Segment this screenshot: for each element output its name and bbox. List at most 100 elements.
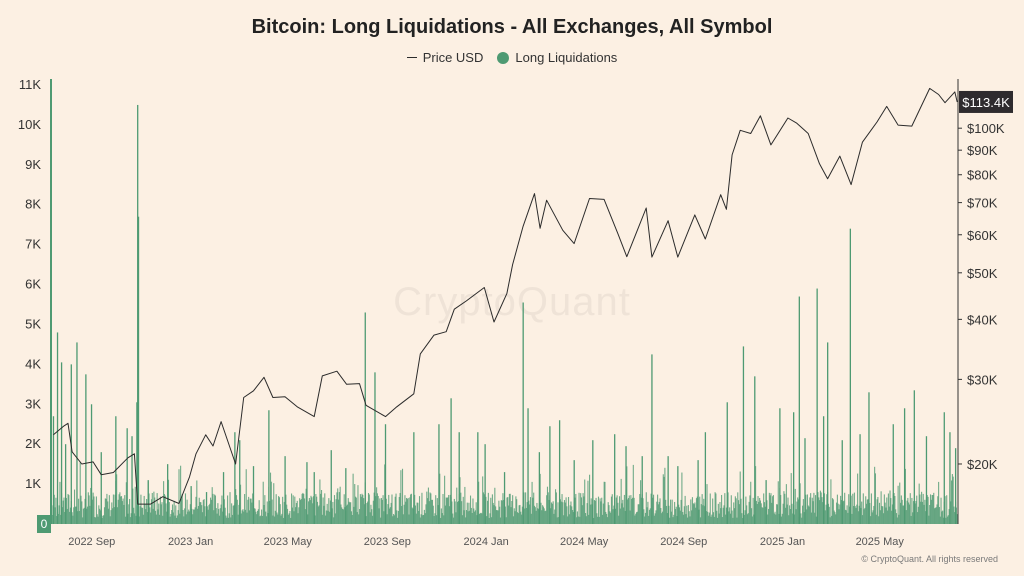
liquidation-bar (146, 512, 148, 524)
liquidation-bar (453, 498, 455, 524)
legend-item-price[interactable]: Price USD (406, 50, 483, 65)
liquidation-bar (815, 516, 817, 524)
liquidation-bar (669, 517, 671, 524)
liquidation-bar (437, 505, 439, 524)
liquidation-bar (925, 511, 927, 524)
liquidation-bar (282, 517, 285, 524)
liquidation-bar (827, 342, 829, 524)
liquidation-bar (659, 498, 661, 524)
liquidation-bar (278, 496, 280, 524)
liquidation-bar (88, 495, 90, 524)
liquidation-bar (440, 508, 442, 524)
liquidation-bar (146, 499, 148, 524)
right-tick-label: $50K (967, 266, 998, 281)
liquidation-bar (838, 509, 840, 524)
liquidation-bar (409, 497, 411, 524)
liquidation-bar (844, 492, 846, 524)
liquidation-bar (217, 503, 219, 524)
liquidation-bar (339, 486, 341, 524)
liquidation-bar (462, 496, 464, 524)
liquidation-bar (634, 515, 636, 524)
liquidation-bar (127, 513, 129, 524)
liquidation-bar (734, 496, 736, 524)
liquidation-bar (257, 510, 259, 524)
liquidation-bar (69, 511, 71, 524)
liquidation-bar (491, 517, 493, 524)
liquidation-bar (835, 514, 837, 524)
liquidation-bar (865, 496, 867, 524)
liquidation-bar (888, 506, 890, 524)
liquidation-bar (276, 512, 278, 524)
liquidation-bar (438, 424, 440, 524)
liquidation-bar (797, 497, 799, 524)
liquidation-bar (368, 494, 370, 524)
liquidation-bar (717, 503, 719, 524)
liquidation-bar (860, 507, 862, 524)
liquidation-bar (903, 408, 906, 524)
liquidation-bar (653, 494, 655, 524)
left-tick-label: 4K (25, 356, 41, 371)
liquidation-bar (823, 493, 825, 524)
liquidation-bar (853, 492, 855, 524)
left-tick-label: 8K (25, 197, 41, 212)
liquidation-bar (583, 496, 585, 524)
liquidation-bar (794, 488, 796, 524)
liquidation-bar (553, 513, 555, 524)
liquidation-bar (711, 514, 713, 524)
liquidation-bar (469, 510, 471, 524)
liquidation-bar (877, 497, 879, 524)
liquidation-bar (578, 492, 580, 524)
liquidation-bar (687, 505, 689, 524)
liquidation-bar (613, 505, 615, 524)
liquidation-bar (495, 506, 497, 524)
liquidation-bar (588, 514, 590, 524)
liquidation-bar (201, 512, 204, 524)
liquidation-bar (448, 506, 451, 524)
liquidation-bar (908, 504, 911, 524)
liquidation-bar (340, 504, 342, 524)
liquidation-bar (626, 466, 628, 524)
liquidation-bar (638, 504, 640, 524)
liquidation-bar (648, 515, 650, 524)
liquidation-bar (219, 508, 221, 524)
liquidation-bar (518, 505, 520, 524)
liquidation-bar (503, 499, 505, 524)
liquidation-bar (326, 503, 328, 524)
liquidation-bar (482, 476, 484, 524)
liquidation-bar (597, 496, 600, 524)
liquidation-bar (775, 514, 777, 524)
liquidation-bar (576, 517, 578, 524)
liquidation-bar (754, 376, 756, 524)
liquidation-bar (209, 503, 211, 524)
liquidation-bar (300, 499, 302, 524)
liquidation-bar (793, 514, 796, 524)
liquidation-bar (152, 508, 154, 524)
liquidation-bar (393, 513, 395, 524)
liquidation-bar (953, 506, 955, 524)
liquidation-bar (721, 517, 723, 524)
liquidation-bar (713, 516, 715, 524)
liquidation-bar (839, 504, 841, 524)
liquidation-bar (737, 492, 739, 524)
liquidation-bar (108, 495, 110, 524)
x-tick-label: 2022 Sep (68, 536, 115, 548)
liquidation-bar (329, 500, 331, 524)
liquidation-bar (452, 513, 454, 524)
liquidation-bar (512, 516, 515, 524)
liquidation-bar (802, 499, 804, 524)
liquidation-bar (951, 474, 953, 524)
liquidation-bar (825, 504, 827, 524)
liquidation-bar (817, 492, 819, 524)
liquidation-bar (901, 499, 903, 524)
liquidation-bar (862, 493, 864, 524)
liquidation-bar (344, 507, 346, 524)
liquidation-bar (606, 517, 608, 524)
liquidation-bar (780, 494, 782, 524)
liquidation-bar (264, 495, 266, 524)
legend-item-liquidations[interactable]: Long Liquidations (497, 50, 617, 65)
liquidation-bar (324, 493, 326, 524)
liquidation-bar (561, 494, 563, 524)
liquidation-bar (514, 511, 516, 524)
liquidation-bar (667, 456, 669, 524)
